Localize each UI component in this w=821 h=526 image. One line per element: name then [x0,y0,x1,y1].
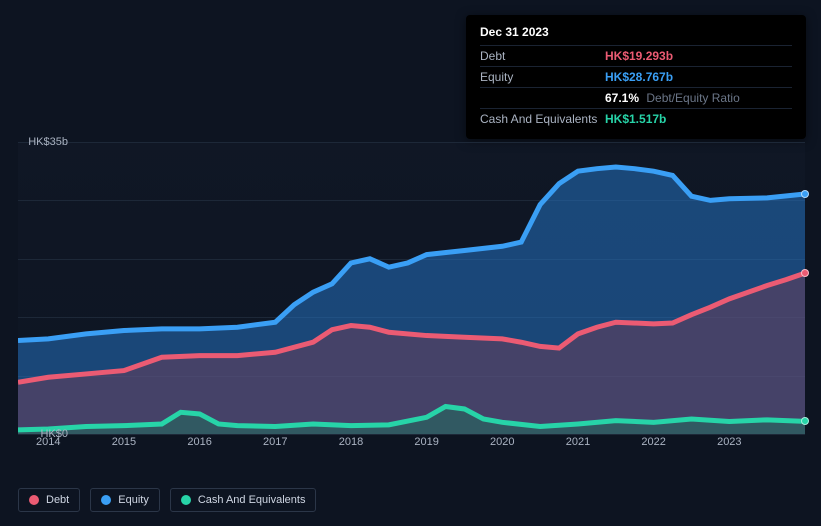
legend-swatch [101,495,111,505]
legend-item[interactable]: Cash And Equivalents [170,488,317,512]
tooltip-label [480,91,605,105]
x-axis-tick: 2021 [566,436,590,448]
tooltip-extra: Debt/Equity Ratio [643,91,740,105]
tooltip-label: Debt [480,49,605,63]
tooltip-value: 67.1% Debt/Equity Ratio [605,91,740,105]
x-axis-tick: 2014 [36,436,60,448]
tooltip-label: Equity [480,70,605,84]
legend-swatch [181,495,191,505]
tooltip-row: DebtHK$19.293b [480,45,792,66]
tooltip-value: HK$19.293b [605,49,673,63]
legend-label: Equity [118,494,149,506]
legend-item[interactable]: Debt [18,488,80,512]
legend: Debt Equity Cash And Equivalents [18,488,316,512]
x-axis-tick: 2017 [263,436,287,448]
series-marker [801,269,809,277]
tooltip-date: Dec 31 2023 [480,25,792,39]
tooltip-row: 67.1% Debt/Equity Ratio [480,87,792,108]
tooltip-value: HK$28.767b [605,70,673,84]
x-axis-tick: 2023 [717,436,741,448]
legend-label: Cash And Equivalents [198,494,306,506]
chart-container: HK$35bHK$0 20142015201620172018201920202… [18,120,805,486]
x-axis: 2014 2015 2016 2017 2018 2019 2020 2021 2022 2023 [18,436,805,452]
x-axis-tick: 2019 [414,436,438,448]
series-marker [801,190,809,198]
x-axis-tick: 2015 [112,436,136,448]
legend-swatch [29,495,39,505]
legend-item[interactable]: Equity [90,488,160,512]
x-axis-tick: 2016 [187,436,211,448]
x-axis-tick: 2018 [339,436,363,448]
y-axis-label: HK$35b [28,136,68,148]
plot-area[interactable] [18,142,805,434]
chart-svg [18,142,805,434]
series-marker [801,417,809,425]
x-axis-tick: 2022 [641,436,665,448]
legend-label: Debt [46,494,69,506]
x-axis-tick: 2020 [490,436,514,448]
tooltip-row: EquityHK$28.767b [480,66,792,87]
